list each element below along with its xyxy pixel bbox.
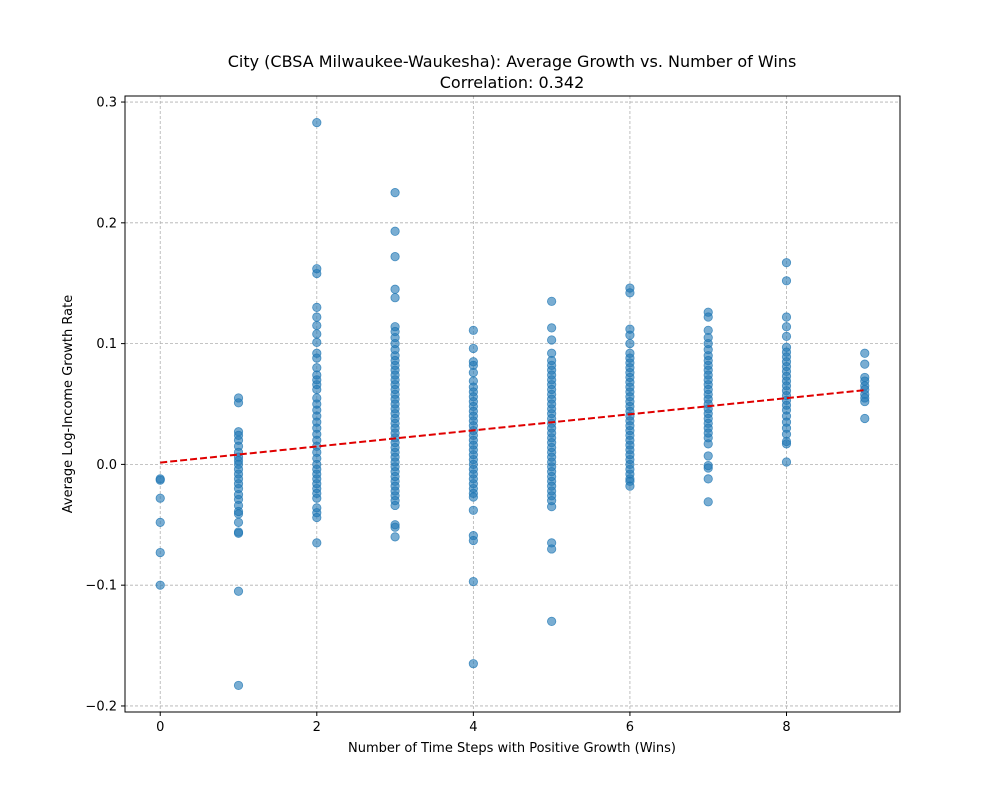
data-point	[468, 535, 478, 546]
data-point	[155, 547, 165, 558]
data-point	[625, 330, 635, 340]
data-point	[781, 322, 792, 332]
y-tick-label: 0.1	[96, 337, 117, 352]
data-point	[547, 502, 557, 512]
chart-subtitle: Correlation: 0.342	[440, 73, 585, 92]
data-point	[390, 500, 400, 511]
data-point	[547, 616, 557, 627]
data-point	[390, 522, 400, 532]
x-tick-label: 6	[626, 720, 634, 735]
data-point	[233, 586, 244, 596]
x-tick-label: 4	[469, 720, 477, 735]
data-point	[390, 284, 400, 294]
plot-area-border	[124, 95, 901, 713]
y-tick-label: −0.2	[85, 699, 117, 714]
data-point	[468, 505, 478, 515]
data-point	[781, 258, 792, 268]
data-point	[860, 413, 870, 424]
data-point	[625, 288, 635, 298]
data-point	[233, 398, 244, 408]
data-point	[703, 312, 713, 322]
x-tick-label: 0	[156, 720, 164, 735]
data-point	[390, 226, 400, 236]
data-point	[468, 343, 478, 354]
data-point	[312, 302, 322, 312]
data-point	[155, 580, 165, 590]
data-point	[312, 329, 322, 339]
y-tick-label: 0.0	[96, 458, 117, 473]
data-point	[625, 339, 635, 349]
data-point	[781, 312, 792, 322]
x-tick-label: 2	[313, 720, 321, 735]
data-point	[468, 492, 478, 502]
trend-line	[160, 389, 865, 464]
data-point	[390, 293, 400, 303]
x-axis: 0 2 4 6 8	[156, 712, 791, 735]
points-layer	[155, 117, 870, 691]
data-point	[312, 512, 322, 523]
data-point	[703, 439, 713, 449]
y-axis-label: Average Log-Income Growth Rate	[61, 295, 76, 513]
data-point	[233, 528, 244, 538]
data-point	[781, 331, 792, 341]
data-point	[468, 576, 478, 587]
data-point	[781, 439, 792, 449]
data-point	[547, 335, 557, 345]
chart-title: City (CBSA Milwaukee-Waukesha): Average …	[228, 52, 797, 71]
data-point	[390, 532, 400, 542]
data-point	[703, 497, 713, 507]
data-point	[312, 493, 322, 503]
data-point	[547, 323, 557, 333]
data-point	[781, 457, 792, 467]
trend-layer	[160, 389, 865, 464]
data-point	[233, 517, 244, 527]
data-point	[860, 348, 870, 358]
y-tick-label: 0.2	[96, 216, 117, 231]
y-tick-label: −0.1	[85, 579, 117, 594]
data-point	[625, 481, 635, 491]
data-point	[155, 517, 165, 527]
data-point	[312, 384, 322, 395]
y-axis: −0.2 −0.1 0.0 0.1 0.2 0.3	[85, 96, 125, 714]
data-point	[860, 359, 870, 369]
data-point	[468, 659, 478, 669]
data-point	[781, 276, 792, 286]
data-point	[312, 312, 322, 322]
y-tick-label: 0.3	[96, 96, 117, 111]
data-point	[860, 396, 870, 407]
data-point	[312, 268, 322, 279]
data-point	[312, 353, 322, 363]
data-point	[312, 117, 322, 128]
data-point	[468, 325, 478, 335]
data-point	[233, 509, 244, 519]
data-point	[547, 544, 557, 554]
data-point	[703, 451, 713, 461]
data-point	[390, 252, 400, 262]
data-point	[312, 337, 322, 347]
data-point	[390, 188, 400, 198]
data-point	[155, 493, 165, 503]
x-tick-label: 8	[782, 720, 790, 735]
data-point	[703, 463, 713, 473]
x-axis-label: Number of Time Steps with Positive Growt…	[348, 741, 676, 756]
data-point	[703, 474, 713, 484]
data-point	[233, 680, 244, 691]
data-point	[547, 296, 557, 306]
data-point	[312, 538, 322, 548]
data-point	[312, 320, 322, 331]
data-point	[155, 475, 165, 485]
data-point	[468, 367, 478, 378]
